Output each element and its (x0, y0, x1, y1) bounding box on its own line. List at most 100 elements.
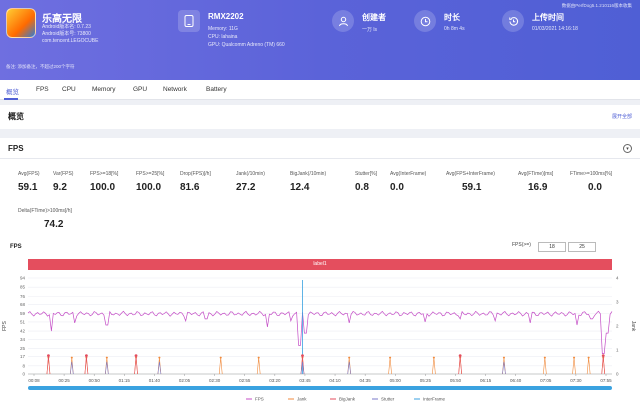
divider (0, 158, 640, 159)
x-tick-label: 07:30 (570, 378, 582, 383)
right-tick-label: 4 (616, 276, 619, 281)
device-memory: Memory: 11G (208, 26, 238, 32)
app-package: com.tencent.LEGOCUBE (42, 38, 99, 44)
metric-bigjank: BigJank(/10min) 12.4 (290, 171, 326, 193)
x-tick-label: 06:40 (510, 378, 522, 383)
right-tick-label: 1 (616, 348, 619, 353)
tab-fps[interactable]: FPS (36, 86, 49, 93)
tab-cpu[interactable]: CPU (62, 86, 76, 93)
upload-info: 上传时间 01/03/2021 14:16:18 (502, 10, 612, 50)
remark-input[interactable]: 备注: 添加备注，不超过200个字符 (6, 64, 75, 69)
history-icon (502, 10, 524, 32)
x-tick-label: 00:50 (89, 378, 101, 383)
y-tick-label: 68 (20, 302, 26, 307)
metric-value: 74.2 (44, 219, 64, 230)
clock-icon (414, 10, 436, 32)
right-tick-label: 0 (616, 372, 619, 377)
bigjank-dot (301, 354, 304, 358)
duration-title: 时长 (444, 13, 460, 22)
app-version-code: Android版本号: 73800 (42, 31, 91, 37)
y-axis-label: FPS (2, 320, 8, 330)
metric-value: 59.1 (18, 182, 38, 193)
jank-dot (70, 356, 73, 359)
x-tick-label: 00:08 (28, 378, 40, 383)
user-icon (332, 10, 354, 32)
y-tick-label: 51 (20, 319, 26, 324)
x-tick-label: 04:35 (360, 378, 372, 383)
timeline-scrollbar (28, 386, 612, 390)
jank-dot (158, 356, 161, 359)
creator-name: 一万 ls (362, 27, 378, 33)
app-name: 乐高无限 (42, 14, 82, 25)
phone-icon (178, 10, 200, 32)
x-tick-label: 07:05 (540, 378, 552, 383)
x-tick-label: 03:45 (299, 378, 311, 383)
app-version-name: Android版本名: 0.7.23 (42, 24, 91, 30)
metric-jank: Jank(/10min) 27.2 (236, 171, 265, 193)
y-tick-label: 8 (22, 363, 25, 368)
app-info: 乐高无限 Android版本名: 0.7.23 Android版本号: 7380… (6, 8, 166, 58)
legend-label: Jank (297, 397, 307, 402)
bigjank-dot (47, 354, 50, 358)
tab-memory[interactable]: Memory (92, 86, 116, 93)
metric-ftime-100: FTime>=100ms[%] 0.0 (570, 171, 612, 193)
stutter-marker (502, 361, 506, 375)
tab-network[interactable]: Network (163, 86, 187, 93)
fps-threshold-input-2[interactable]: 25 (568, 242, 596, 252)
legend-label: BigJank (339, 397, 356, 402)
stutter-marker (300, 361, 305, 375)
collapse-toggle-icon[interactable]: ▾ (623, 144, 632, 153)
bigjank-marker (84, 355, 89, 375)
metric-value: 81.6 (180, 182, 200, 193)
metric-value: 9.2 (53, 182, 67, 193)
x-tick-label: 05:50 (450, 378, 462, 383)
metric-label: Avg(InterFrame) (390, 171, 427, 177)
bigjank-dot (85, 354, 88, 358)
tab-battery[interactable]: Battery (206, 86, 227, 93)
upload-time: 01/03/2021 14:16:18 (532, 26, 578, 32)
stutter-marker (157, 361, 162, 375)
x-tick-label: 06:15 (480, 378, 492, 383)
tab-overview[interactable]: 概览 (6, 89, 19, 96)
stutter-marker (70, 361, 74, 375)
x-tick-label: 04:10 (329, 378, 341, 383)
metric-value: 0.8 (355, 182, 369, 193)
expand-all-link[interactable]: 展开全部 (611, 114, 632, 120)
fps-threshold-label: FPS(>=) (512, 242, 531, 248)
metric-fps-25: FPS>=25[%] 100.0 (136, 171, 164, 193)
right-tick-label: 3 (616, 300, 619, 305)
fps-section-title: FPS (8, 144, 24, 153)
x-tick-label: 01:40 (149, 378, 161, 383)
metric-avg-interframe: Avg(InterFrame) 0.0 (390, 171, 426, 193)
legend-label: FPS (255, 397, 264, 402)
collector-note: 数据由PerfDog5.1.210116版本收集 (561, 3, 632, 8)
y-tick-label: 0 (22, 372, 25, 377)
y-tick-label: 25 (20, 346, 26, 351)
metric-drop: Drop(FPS)[/h] 81.6 (180, 171, 211, 193)
device-info: RMX2202 Memory: 11G CPU: lahaina GPU: Qu… (178, 10, 318, 50)
label-band[interactable]: label1 (28, 259, 612, 270)
metric-avg-ftime: Avg(FTime)[ms] 16.9 (518, 171, 553, 193)
bigjank-marker (601, 355, 606, 375)
x-tick-label: 01:15 (119, 378, 131, 383)
metric-label: FPS>=25[%] (136, 171, 165, 177)
jank-dot (389, 356, 392, 359)
bigjank-dot (134, 354, 138, 358)
jank-dot (105, 356, 108, 359)
metric-label: Avg(FPS) (18, 171, 40, 177)
fps-threshold-input-1[interactable]: 18 (538, 242, 566, 252)
duration-info: 时长 0h 8m 4s (414, 10, 484, 50)
device-cpu: CPU: lahaina (208, 34, 238, 40)
y-tick-label: 17 (20, 354, 26, 359)
jank-dot (573, 356, 576, 359)
metric-value: 0.0 (390, 182, 404, 193)
y-tick-label: 59 (20, 311, 26, 316)
x-tick-label: 07:55 (600, 378, 612, 383)
tab-gpu[interactable]: GPU (133, 86, 148, 93)
metric-value: 12.4 (290, 182, 310, 193)
jank-dot (348, 356, 351, 359)
y-tick-label: 42 (20, 329, 26, 334)
x-tick-label: 02:05 (179, 378, 191, 383)
y-tick-label: 85 (20, 285, 26, 290)
